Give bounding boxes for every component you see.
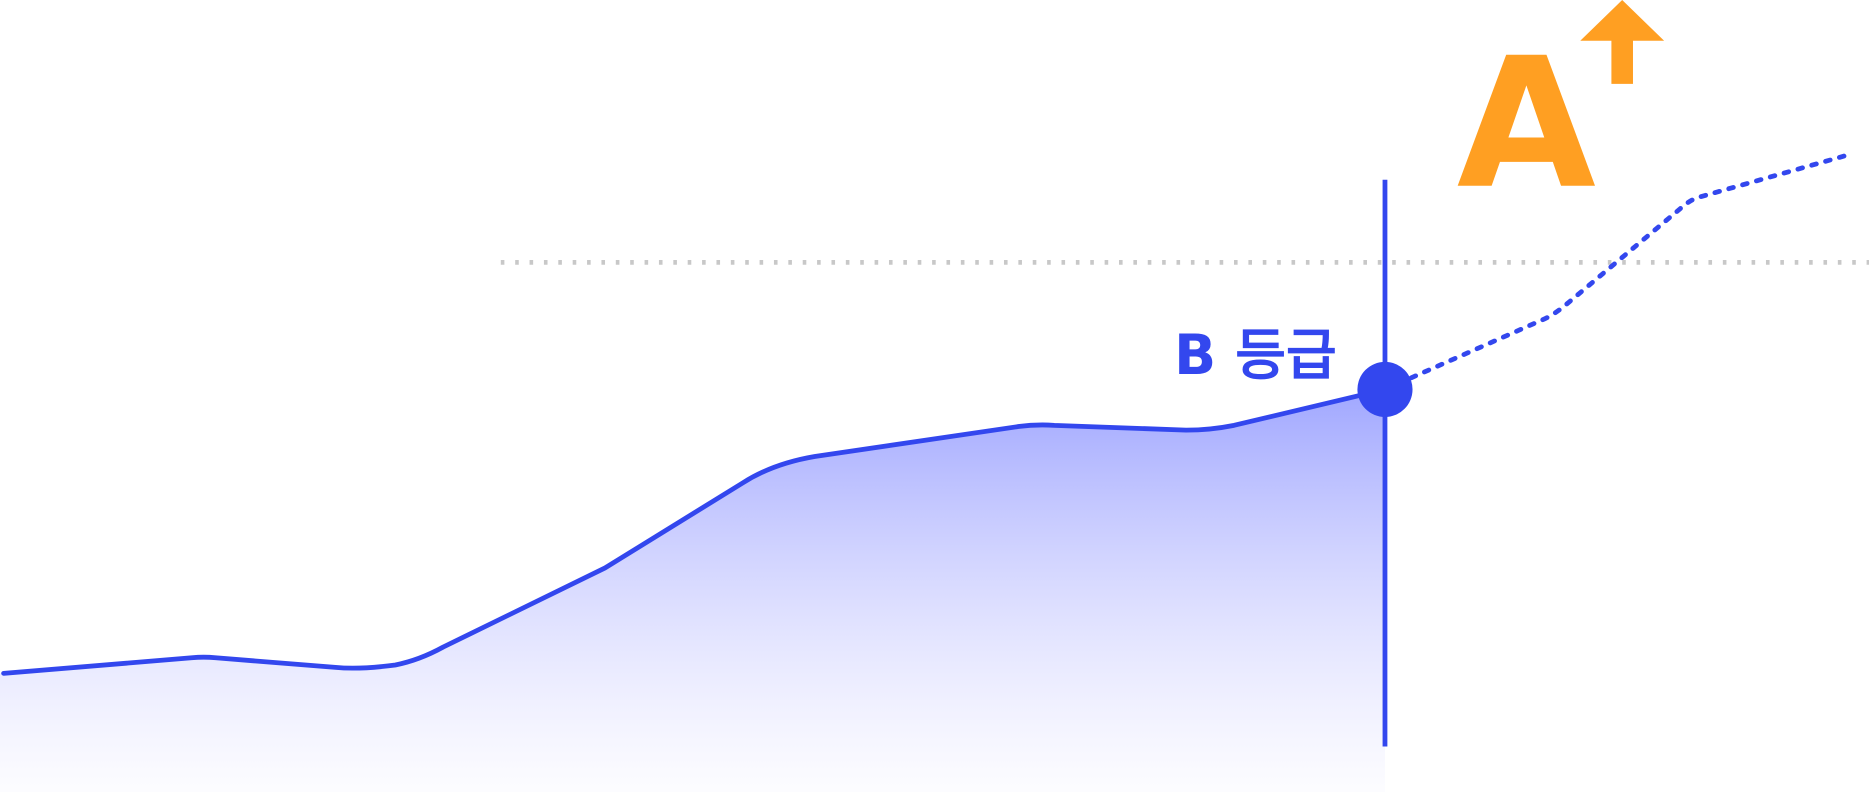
current-point bbox=[1357, 361, 1413, 417]
history-area bbox=[0, 389, 1385, 792]
current-grade-label: B 등급 bbox=[1174, 323, 1337, 387]
target-grade-label: A bbox=[1457, 20, 1596, 229]
projection-line bbox=[1382, 153, 1848, 392]
up-arrow-icon bbox=[1580, 0, 1665, 84]
history-line bbox=[1, 387, 1388, 676]
